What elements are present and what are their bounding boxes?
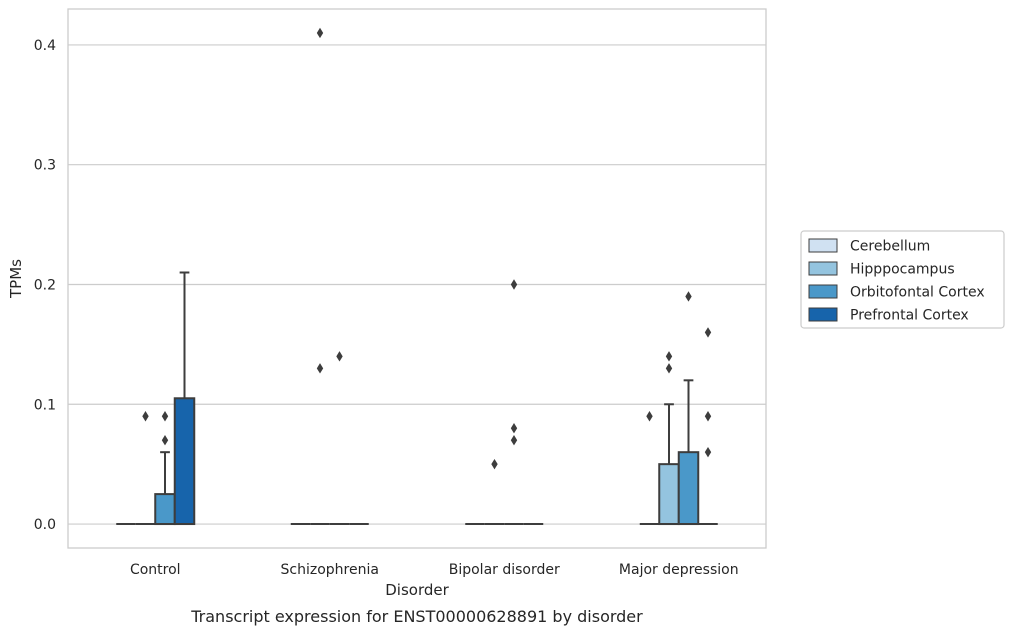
outlier-point xyxy=(161,411,169,422)
box-orbitofontal-cortex xyxy=(504,279,524,526)
x-tick-labels: Control Schizophrenia Bipolar disorder Majo… xyxy=(130,562,739,578)
legend-label: Cerebellum xyxy=(850,239,930,255)
x-tick-label: Control xyxy=(130,562,181,578)
outlier-point xyxy=(646,411,653,422)
legend-swatch xyxy=(808,238,838,253)
chart-marks xyxy=(116,27,718,526)
box-hipppocampus xyxy=(658,351,680,526)
legend-swatch xyxy=(808,261,838,276)
y-tick-label: 0.0 xyxy=(34,517,56,533)
box-body xyxy=(658,463,680,526)
box-orbitofontal-cortex xyxy=(154,411,176,526)
outlier-point xyxy=(336,351,343,362)
box-orbitofontal-cortex xyxy=(329,351,350,526)
box-prefrontal-cortex xyxy=(173,271,196,526)
outlier-point xyxy=(665,351,673,362)
y-axis-label: TPMs xyxy=(7,259,25,299)
outlier-point xyxy=(510,279,518,290)
outlier-point xyxy=(316,363,324,374)
legend-label: Hipppocampus xyxy=(850,262,955,278)
outlier-point xyxy=(685,291,692,302)
plot-frame xyxy=(67,8,767,549)
legend-label: Prefrontal Cortex xyxy=(850,308,969,324)
outlier-point xyxy=(704,446,712,458)
outlier-point xyxy=(142,411,149,422)
y-tick-label: 0.2 xyxy=(34,277,56,293)
outlier-point xyxy=(510,435,518,446)
legend-swatch xyxy=(808,307,838,322)
outlier-point xyxy=(491,458,498,470)
y-tick-labels: 0.0 0.1 0.2 0.3 0.4 xyxy=(34,38,56,533)
legend-label: Orbitofontal Cortex xyxy=(850,285,985,301)
x-tick-label: Schizophrenia xyxy=(281,562,379,578)
box-orbitofontal-cortex xyxy=(677,291,700,526)
legend-item: Prefrontal Cortex xyxy=(808,307,969,324)
outlier-point xyxy=(665,363,673,374)
legend-item: Cerebellum xyxy=(808,238,930,255)
outlier-point xyxy=(316,27,324,39)
outlier-point xyxy=(161,435,169,446)
box-hipppocampus xyxy=(135,411,156,526)
x-tick-label: Bipolar disorder xyxy=(449,562,560,578)
outlier-point xyxy=(704,327,712,338)
figure-caption: Transcript expression for ENST0000062889… xyxy=(190,607,643,626)
y-tick-label: 0.4 xyxy=(34,38,56,54)
legend-frame xyxy=(800,230,1005,329)
box-body xyxy=(173,397,196,526)
legend: Cerebellum Hipppocampus Orbitofontal Corte… xyxy=(800,230,1005,329)
grid-lines xyxy=(68,44,766,525)
legend-item: Orbitofontal Cortex xyxy=(808,284,985,301)
box-hipppocampus xyxy=(484,458,505,526)
outlier-point xyxy=(510,423,518,434)
legend-swatch xyxy=(808,284,838,299)
box-body xyxy=(677,451,700,526)
y-tick-label: 0.3 xyxy=(34,158,56,174)
legend-item: Hipppocampus xyxy=(808,261,955,278)
box-cerebellum xyxy=(639,411,660,526)
box-hipppocampus xyxy=(310,27,330,526)
outlier-point xyxy=(704,411,712,422)
box-prefrontal-cortex xyxy=(698,327,718,526)
x-tick-label: Major depression xyxy=(619,562,739,578)
box-body xyxy=(154,493,176,526)
x-axis-label: Disorder xyxy=(385,581,449,599)
y-tick-label: 0.1 xyxy=(34,397,56,413)
